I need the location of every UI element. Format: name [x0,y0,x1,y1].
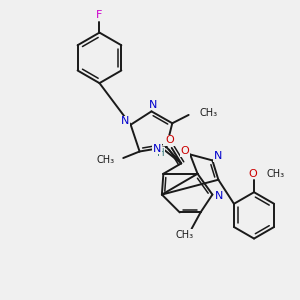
Text: CH₃: CH₃ [96,154,114,164]
Text: N: N [121,116,130,126]
Text: O: O [248,169,257,179]
Text: CH₃: CH₃ [175,230,193,240]
Text: CH₃: CH₃ [199,108,217,118]
Text: N: N [214,151,222,161]
Text: F: F [96,11,103,20]
Text: CH₃: CH₃ [266,169,285,179]
Text: O: O [180,146,189,157]
Text: N: N [149,100,157,110]
Text: N: N [153,143,161,154]
Text: N: N [215,191,223,201]
Text: O: O [166,136,175,146]
Text: H: H [157,148,165,158]
